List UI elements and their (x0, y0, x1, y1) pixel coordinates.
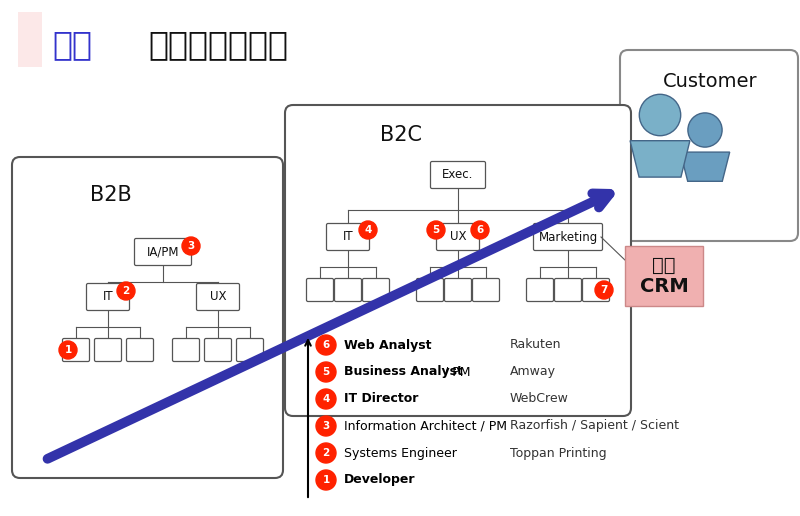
Circle shape (117, 282, 135, 300)
FancyBboxPatch shape (237, 338, 263, 362)
Text: IT: IT (342, 231, 354, 244)
FancyBboxPatch shape (334, 279, 362, 301)
FancyBboxPatch shape (62, 338, 90, 362)
Circle shape (471, 221, 489, 239)
Text: 2: 2 (322, 448, 330, 458)
Circle shape (316, 389, 336, 409)
FancyBboxPatch shape (197, 283, 239, 311)
Text: WebCrew: WebCrew (510, 393, 569, 406)
FancyBboxPatch shape (18, 12, 42, 67)
Circle shape (639, 94, 681, 136)
Text: 次は
CRM: 次は CRM (640, 256, 688, 296)
Text: Exec.: Exec. (442, 169, 474, 182)
FancyBboxPatch shape (306, 279, 334, 301)
Circle shape (359, 221, 377, 239)
FancyArrowPatch shape (47, 194, 610, 459)
FancyBboxPatch shape (620, 50, 798, 241)
Text: Toppan Printing: Toppan Printing (510, 446, 606, 460)
Circle shape (182, 237, 200, 255)
Text: Information Architect / PM: Information Architect / PM (344, 420, 507, 432)
Text: Amway: Amway (510, 365, 556, 379)
Text: / PM: / PM (440, 365, 470, 379)
Circle shape (316, 416, 336, 436)
Text: UX: UX (450, 231, 466, 244)
Text: Rakuten: Rakuten (510, 338, 562, 351)
Text: Developer: Developer (344, 474, 415, 487)
FancyBboxPatch shape (86, 283, 130, 311)
Text: 顧客: 顧客 (52, 28, 92, 61)
Text: に近づくために: に近づくために (148, 28, 288, 61)
FancyBboxPatch shape (173, 338, 199, 362)
FancyBboxPatch shape (205, 338, 231, 362)
Text: 5: 5 (432, 225, 440, 235)
Text: Web Analyst: Web Analyst (344, 338, 431, 351)
Circle shape (688, 113, 722, 147)
FancyBboxPatch shape (582, 279, 610, 301)
Text: 3: 3 (187, 241, 194, 251)
Text: UX: UX (210, 291, 226, 303)
Text: Business Analyst: Business Analyst (344, 365, 463, 379)
FancyBboxPatch shape (437, 223, 479, 250)
Circle shape (316, 470, 336, 490)
Text: 6: 6 (322, 340, 330, 350)
Text: B2C: B2C (380, 125, 422, 145)
Text: Customer: Customer (662, 72, 758, 91)
FancyBboxPatch shape (94, 338, 122, 362)
Circle shape (59, 341, 77, 359)
FancyBboxPatch shape (12, 157, 283, 478)
FancyBboxPatch shape (134, 238, 191, 266)
Circle shape (595, 281, 613, 299)
Polygon shape (680, 152, 730, 181)
Text: 7: 7 (600, 285, 608, 295)
FancyBboxPatch shape (417, 279, 443, 301)
FancyBboxPatch shape (126, 338, 154, 362)
Circle shape (316, 362, 336, 382)
FancyBboxPatch shape (285, 105, 631, 416)
Text: B2B: B2B (90, 185, 132, 205)
FancyBboxPatch shape (534, 223, 602, 250)
Text: 3: 3 (322, 421, 330, 431)
Circle shape (427, 221, 445, 239)
Text: IT Director: IT Director (344, 393, 418, 406)
Text: 2: 2 (122, 286, 130, 296)
FancyBboxPatch shape (554, 279, 582, 301)
Text: 4: 4 (322, 394, 330, 404)
Text: 1: 1 (322, 475, 330, 485)
Text: IA/PM: IA/PM (146, 246, 179, 259)
Text: 5: 5 (322, 367, 330, 377)
Text: IT: IT (102, 291, 114, 303)
FancyBboxPatch shape (526, 279, 554, 301)
Text: Systems Engineer: Systems Engineer (344, 446, 457, 460)
Text: 4: 4 (364, 225, 372, 235)
FancyBboxPatch shape (473, 279, 499, 301)
Circle shape (316, 443, 336, 463)
FancyBboxPatch shape (430, 162, 486, 188)
Text: 6: 6 (476, 225, 484, 235)
FancyBboxPatch shape (362, 279, 390, 301)
Polygon shape (630, 141, 690, 177)
Text: Marketing: Marketing (538, 231, 598, 244)
Text: Razorfish / Sapient / Scient: Razorfish / Sapient / Scient (510, 420, 679, 432)
FancyBboxPatch shape (625, 246, 703, 306)
Circle shape (316, 335, 336, 355)
FancyBboxPatch shape (326, 223, 370, 250)
Text: 1: 1 (64, 345, 72, 355)
FancyBboxPatch shape (445, 279, 471, 301)
